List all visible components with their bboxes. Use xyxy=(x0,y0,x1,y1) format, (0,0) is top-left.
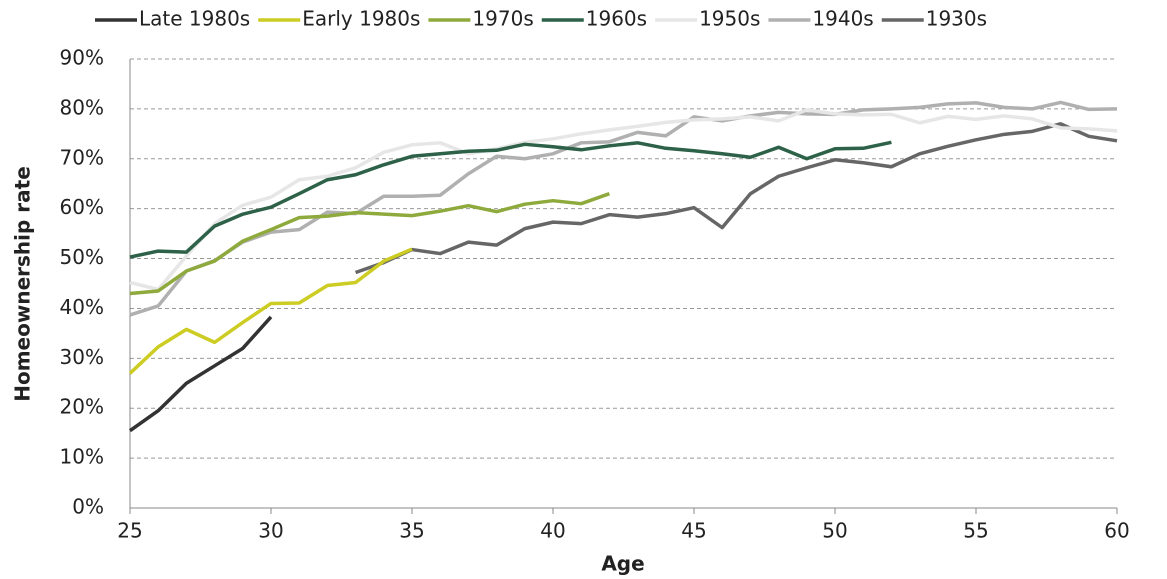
x-axis-title: Age xyxy=(601,552,644,576)
series-line xyxy=(129,100,1118,317)
series-line xyxy=(355,122,1118,275)
x-tick-label: 25 xyxy=(117,519,142,543)
y-tick-label: 50% xyxy=(60,245,104,269)
y-tick-label: 80% xyxy=(60,95,104,119)
y-tick-label: 0% xyxy=(72,495,104,519)
legend-label: 1930s xyxy=(926,7,987,31)
series-line xyxy=(128,315,273,433)
series-line xyxy=(129,140,892,259)
x-tick-label: 55 xyxy=(963,519,988,543)
y-tick-label: 40% xyxy=(60,295,104,319)
series-line xyxy=(128,247,413,375)
legend-label: Early 1980s xyxy=(302,7,420,31)
legend-label: 1970s xyxy=(472,7,533,31)
x-tick-label: 35 xyxy=(399,519,424,543)
x-tick-label: 45 xyxy=(681,519,706,543)
x-tick-label: 60 xyxy=(1104,519,1129,543)
x-tick-label: 30 xyxy=(258,519,283,543)
series-line xyxy=(129,192,610,296)
y-tick-label: 60% xyxy=(60,195,104,219)
y-tick-label: 20% xyxy=(60,395,104,419)
y-tick-label: 70% xyxy=(60,145,104,169)
legend-label: 1960s xyxy=(586,7,647,31)
y-tick-label: 90% xyxy=(60,46,104,70)
y-tick-label: 10% xyxy=(60,445,104,469)
y-axis-title: Homeownership rate xyxy=(11,166,35,402)
legend-label: Late 1980s xyxy=(139,7,250,31)
legend-label: 1950s xyxy=(699,7,760,31)
x-tick-label: 40 xyxy=(540,519,565,543)
series-line xyxy=(129,108,1118,292)
x-tick-label: 50 xyxy=(822,519,847,543)
legend-label: 1940s xyxy=(812,7,873,31)
y-tick-label: 30% xyxy=(60,345,104,369)
